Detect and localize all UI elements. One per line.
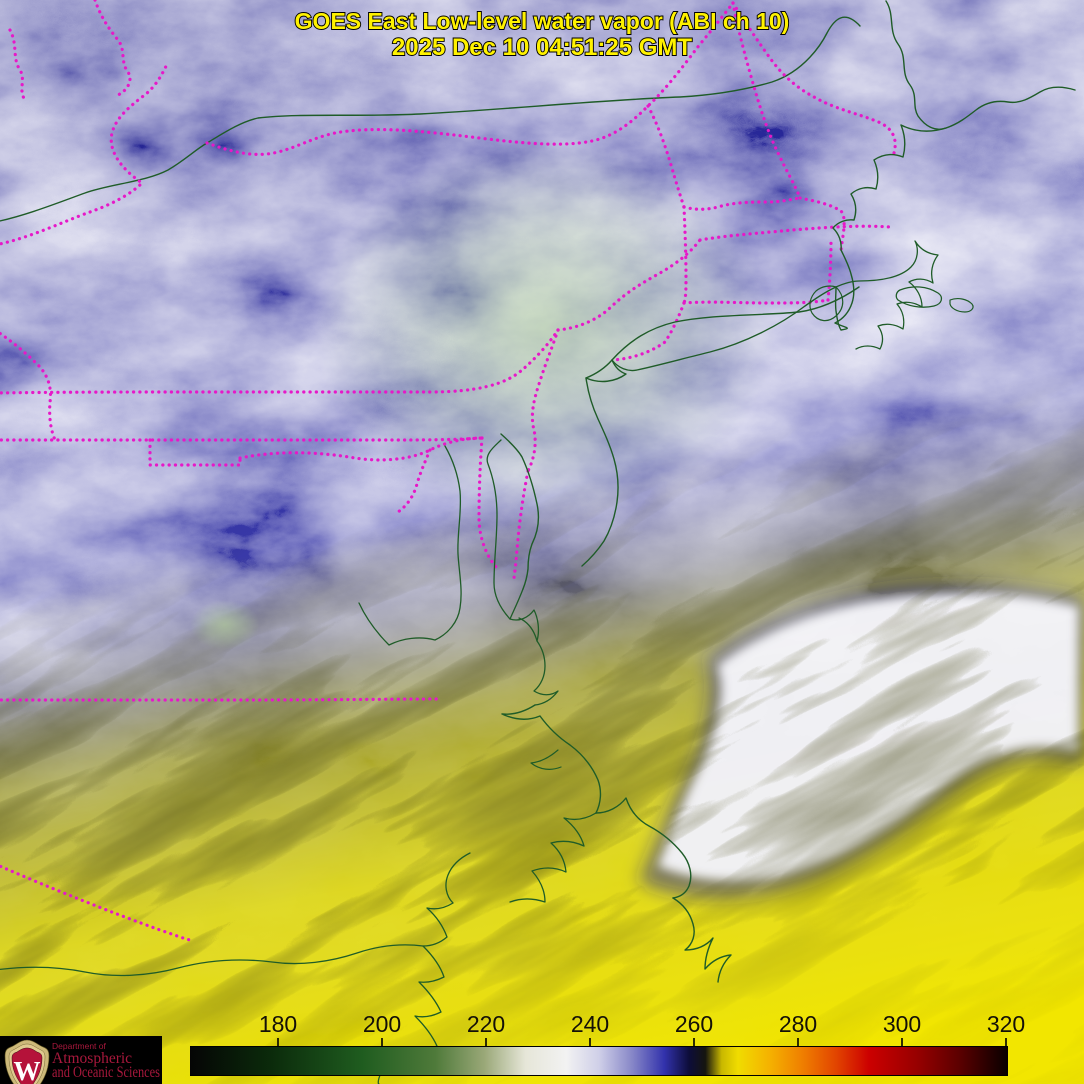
svg-text:GOES East Low-level water vapo: GOES East Low-level water vapor (ABI ch … [295, 8, 790, 34]
svg-text:2025 Dec 10 04:51:25 GMT: 2025 Dec 10 04:51:25 GMT [392, 34, 693, 61]
